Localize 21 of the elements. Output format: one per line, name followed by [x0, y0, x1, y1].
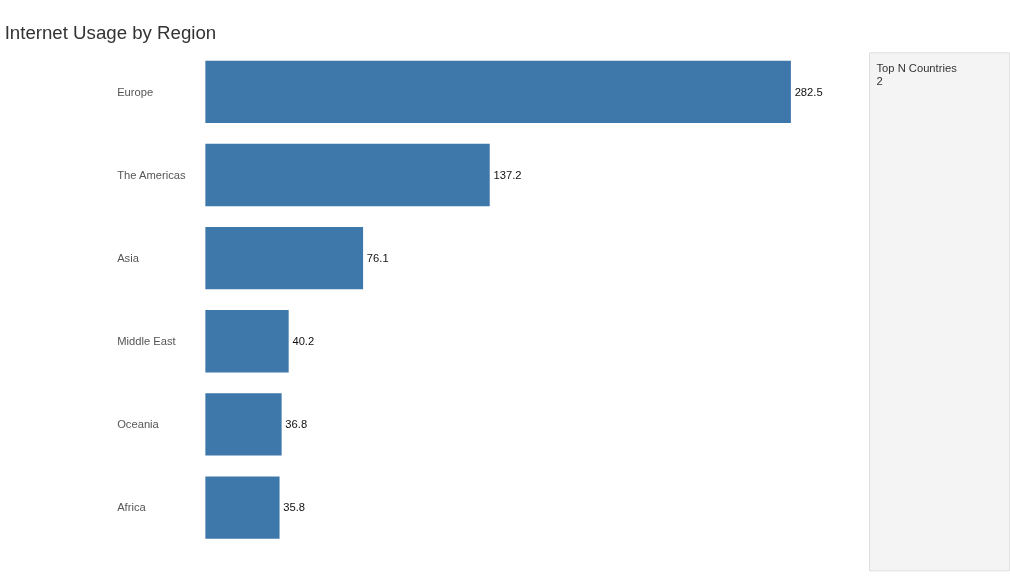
text: 2 [876, 75, 883, 88]
data-label: 282.5 [794, 85, 823, 98]
y-tick-label: Middle East [117, 335, 177, 348]
y-tick-label: The Americas [117, 168, 186, 181]
chart-title: Internet Usage by Region [4, 22, 217, 44]
bar [205, 476, 280, 539]
y-tick-label: Africa [117, 501, 147, 514]
data-label: 76.1 [366, 251, 389, 264]
bar [205, 226, 364, 290]
text: Top N Countries [876, 61, 958, 74]
bar [205, 60, 791, 124]
y-tick-label: Europe [117, 85, 154, 98]
data-label: 35.8 [283, 501, 306, 514]
data-label: 40.2 [292, 335, 315, 348]
y-tick-label: Oceania [117, 418, 160, 431]
data-label: 36.8 [285, 418, 308, 431]
bar [205, 393, 282, 456]
bar [205, 143, 490, 207]
y-tick-label: Asia [117, 251, 140, 264]
bar [205, 310, 289, 373]
data-label: 137.2 [493, 168, 522, 181]
